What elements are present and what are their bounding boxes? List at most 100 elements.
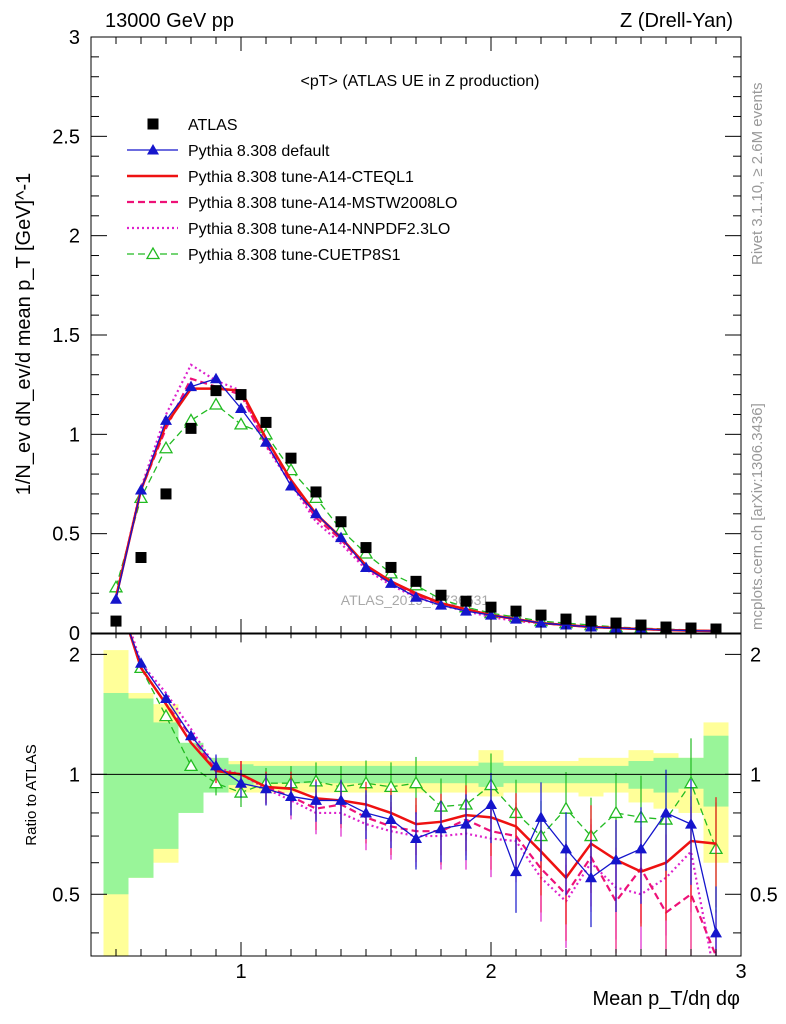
- y-tick-label: 0.5: [52, 524, 80, 546]
- series-1-point: [535, 617, 547, 628]
- ratio-y-tick-label-right: 2: [750, 644, 761, 666]
- atlas-data-point: [235, 389, 247, 401]
- y-tick-label: 3: [69, 27, 80, 49]
- y-tick-label: 0: [69, 623, 80, 645]
- atlas-data-point: [510, 605, 522, 617]
- atlas-data-point: [635, 619, 647, 631]
- rivet-version-text: Rivet 3.1.10, ≥ 2.6M events: [749, 83, 766, 266]
- series-1-point: [360, 561, 372, 572]
- series-1-ratio-point: [285, 790, 297, 801]
- atlas-data-point: [360, 542, 372, 554]
- atlas-data-point: [210, 385, 222, 397]
- ratio-y-tick-label-right: 1: [750, 764, 761, 786]
- main-series: [108, 363, 722, 633]
- mcplots-reference-text: mcplots.cern.ch [arXiv:1306.3436]: [749, 403, 766, 630]
- series-1-point: [385, 577, 397, 588]
- header-left: 13000 GeV pp: [105, 10, 234, 32]
- atlas-data-point: [585, 615, 597, 627]
- header-right: Z (Drell-Yan): [620, 10, 733, 32]
- series-1-point: [335, 531, 347, 543]
- chart-title: <pT> (ATLAS UE in Z production): [301, 73, 540, 90]
- atlas-data-point: [135, 552, 147, 564]
- series-1-ratio-point: [635, 842, 647, 854]
- x-tick-label: 3: [735, 961, 746, 983]
- atlas-data-point: [185, 422, 197, 434]
- atlas-data-point: [160, 488, 172, 500]
- atlas-data-point: [260, 416, 272, 428]
- atlas-data-point: [560, 613, 572, 625]
- series-1-point: [260, 436, 272, 447]
- series-1-ratio-point: [160, 692, 172, 703]
- series-1-ratio-point: [335, 794, 347, 805]
- ratio-band-inner: [103, 692, 129, 895]
- axis-ticks: 1 2 3 0 0.5 1 1.5 2 2.5 3 0.5 0.5 1 1 2 2: [52, 27, 778, 983]
- legend-label-3: Pythia 8.308 tune-A14-MSTW2008LO: [188, 195, 457, 212]
- ratio-band-inner: [703, 735, 729, 807]
- ratio-band-inner: [128, 698, 154, 878]
- series-1-point: [485, 609, 497, 620]
- series-5-point: [158, 440, 174, 454]
- ratio-y-tick-label-right: 0.5: [750, 884, 778, 906]
- y-axis-label: 1/N_ev dN_ev/d mean p_T [GeV]^-1: [13, 173, 35, 496]
- series-1-ratio-point: [260, 782, 272, 794]
- series-1-point: [185, 380, 197, 392]
- atlas-data-point: [310, 486, 322, 498]
- series-1-point: [510, 613, 522, 624]
- series-5-point: [208, 397, 224, 410]
- series-1-ratio-point: [185, 729, 197, 741]
- series-1-point: [460, 605, 472, 616]
- atlas-data-point: [110, 615, 122, 627]
- legend-label-2: Pythia 8.308 tune-A14-CTEQL1: [188, 169, 414, 186]
- atlas-data-point: [285, 452, 297, 464]
- series-1-ratio-point: [585, 871, 597, 883]
- ratio-y-tick-label: 2: [69, 644, 80, 666]
- ratio-series: [128, 634, 724, 956]
- series-1-ratio-point: [610, 853, 622, 865]
- series-1-ratio-point: [560, 842, 572, 854]
- atlas-data-point: [460, 595, 472, 607]
- series-1-point: [310, 507, 322, 519]
- series-1-ratio-point: [210, 759, 222, 771]
- series-1-ratio-point: [435, 822, 447, 834]
- atlas-data-point: [535, 609, 547, 621]
- legend-label-4: Pythia 8.308 tune-A14-NNPDF2.3LO: [188, 221, 450, 238]
- series-1-ratio-point: [685, 818, 697, 829]
- series-5-point: [283, 462, 299, 476]
- y-tick-label: 2.5: [52, 126, 80, 148]
- legend-label-1: Pythia 8.308 default: [188, 143, 330, 160]
- series-5-ratio-point: [608, 805, 624, 819]
- series-1-ratio-point: [360, 806, 372, 818]
- legend-marker-1: [147, 144, 159, 155]
- series-1-ratio-point: [135, 657, 147, 668]
- y-tick-label: 1: [69, 424, 80, 446]
- atlas-data-point: [410, 575, 422, 587]
- series-1-ratio-point: [485, 798, 497, 810]
- series-1-ratio-point: [460, 818, 472, 829]
- series-1-ratio-point: [310, 794, 322, 805]
- series-1-point: [135, 483, 147, 495]
- series-1-ratio-point: [410, 832, 422, 844]
- x-tick-label: 2: [485, 961, 496, 983]
- ratio-y-tick-label: 0.5: [52, 884, 80, 906]
- atlas-data-point: [610, 617, 622, 629]
- ratio-y-tick-label: 1: [69, 764, 80, 786]
- series-1-ratio-point: [510, 865, 522, 877]
- series-1-point: [110, 593, 122, 604]
- series-5-ratio-point: [158, 708, 174, 722]
- series-1-point: [285, 479, 297, 491]
- series-1-point: [435, 599, 447, 610]
- series-5-ratio-point: [558, 801, 574, 814]
- series-5-point: [233, 417, 249, 430]
- series-1-point: [410, 591, 422, 602]
- atlas-data-point: [435, 589, 447, 601]
- series-5-ratio-point: [408, 775, 424, 789]
- series-1-ratio-point: [535, 811, 547, 822]
- series-1-ratio-point: [235, 777, 247, 788]
- series-1-ratio-point: [710, 926, 722, 938]
- series-1-ratio-point: [660, 806, 672, 818]
- legend: ATLAS Pythia 8.308 default Pythia 8.308 tu…: [127, 117, 457, 264]
- series-1-point: [210, 372, 222, 384]
- legend-label-0: ATLAS: [188, 117, 238, 134]
- x-axis-label: Mean p_T/dη dφ: [593, 988, 741, 1010]
